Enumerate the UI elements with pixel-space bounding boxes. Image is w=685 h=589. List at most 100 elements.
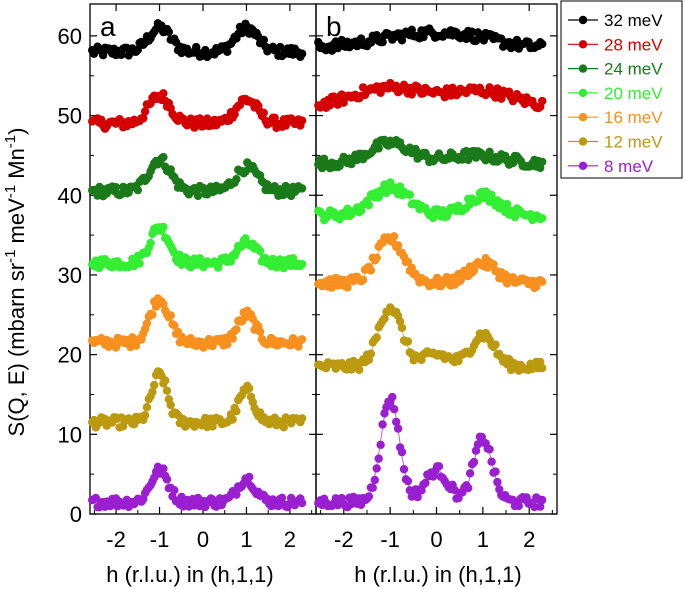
data-point bbox=[403, 337, 413, 346]
legend-label: 12 meV bbox=[604, 133, 663, 152]
data-point bbox=[378, 420, 387, 429]
x-tick-label: 2 bbox=[284, 527, 296, 552]
data-point bbox=[297, 414, 307, 423]
data-point bbox=[491, 467, 500, 476]
data-point bbox=[390, 405, 399, 414]
legend-marker bbox=[578, 137, 588, 146]
data-point bbox=[378, 37, 387, 47]
data-point bbox=[356, 34, 366, 43]
legend-marker bbox=[578, 15, 588, 25]
data-point bbox=[372, 464, 381, 473]
y-axis-title-sup3: -1 bbox=[2, 135, 19, 148]
y-axis-title-sup2: -1 bbox=[2, 185, 19, 198]
data-point bbox=[150, 380, 159, 390]
y-tick-label: 0 bbox=[70, 502, 82, 527]
data-point bbox=[403, 257, 413, 266]
data-point bbox=[133, 185, 142, 195]
legend-marker bbox=[578, 88, 588, 98]
legend-marker bbox=[578, 113, 588, 122]
data-point bbox=[536, 502, 545, 511]
data-point bbox=[297, 49, 307, 58]
data-point bbox=[297, 259, 307, 269]
data-point bbox=[390, 232, 399, 241]
data-point bbox=[162, 475, 172, 484]
data-point bbox=[464, 483, 473, 493]
legend-label: 24 meV bbox=[604, 60, 663, 79]
x-tick-label: 1 bbox=[240, 527, 252, 552]
data-point bbox=[339, 275, 348, 285]
data-point bbox=[259, 35, 268, 45]
data-point bbox=[538, 214, 547, 223]
series-32-meV bbox=[314, 24, 547, 55]
data-point bbox=[469, 457, 479, 467]
data-point bbox=[397, 447, 407, 457]
data-point bbox=[395, 317, 405, 326]
legend-label: 20 meV bbox=[604, 84, 663, 103]
series-16-meV bbox=[88, 294, 307, 352]
data-point bbox=[159, 152, 168, 162]
data-point bbox=[469, 266, 479, 275]
data-point bbox=[297, 116, 307, 125]
y-tick-label: 20 bbox=[58, 343, 82, 368]
legend-label: 16 meV bbox=[604, 108, 663, 127]
panel-label: a bbox=[100, 11, 116, 42]
data-point bbox=[393, 241, 403, 250]
data-point bbox=[142, 403, 152, 412]
series-20-meV bbox=[314, 178, 547, 225]
series-16-meV bbox=[314, 232, 547, 293]
data-point bbox=[170, 486, 179, 495]
data-point bbox=[421, 478, 430, 488]
data-point bbox=[255, 246, 265, 256]
data-point bbox=[370, 475, 379, 485]
data-point bbox=[403, 476, 413, 486]
data-point bbox=[407, 263, 416, 272]
data-point bbox=[386, 178, 395, 187]
data-point bbox=[374, 144, 383, 153]
data-point bbox=[366, 266, 376, 275]
data-point bbox=[465, 469, 475, 478]
data-point bbox=[489, 260, 498, 269]
data-point bbox=[140, 107, 150, 116]
data-point bbox=[487, 457, 496, 466]
data-point bbox=[368, 483, 377, 492]
data-point bbox=[133, 45, 142, 55]
legend-label: 28 meV bbox=[604, 35, 663, 54]
data-point bbox=[413, 492, 422, 502]
data-point bbox=[228, 334, 237, 343]
data-point bbox=[538, 277, 547, 286]
data-point bbox=[146, 238, 155, 248]
data-point bbox=[372, 333, 381, 342]
data-point bbox=[487, 190, 496, 200]
y-tick-label: 10 bbox=[58, 422, 82, 447]
data-point bbox=[434, 462, 444, 471]
data-point bbox=[405, 190, 414, 199]
data-point bbox=[279, 423, 288, 432]
data-point bbox=[366, 349, 376, 358]
x-tick-label: 0 bbox=[197, 527, 209, 552]
data-point bbox=[170, 321, 179, 330]
data-point bbox=[407, 25, 416, 34]
series-8-meV bbox=[314, 392, 547, 512]
x-tick-label: -2 bbox=[106, 527, 126, 552]
legend-marker bbox=[578, 64, 588, 73]
data-point bbox=[538, 157, 547, 166]
data-point bbox=[376, 88, 385, 98]
y-tick-label: 50 bbox=[58, 104, 82, 129]
x-tick-label: 2 bbox=[523, 527, 535, 552]
y-tick-label: 30 bbox=[58, 263, 82, 288]
data-point bbox=[538, 495, 547, 505]
y-axis-title-sup1: -1 bbox=[2, 250, 19, 263]
data-point bbox=[111, 183, 121, 192]
legend-label: 32 meV bbox=[604, 11, 663, 30]
data-point bbox=[355, 365, 364, 374]
y-tick-label: 60 bbox=[58, 24, 82, 49]
y-axis-title-main: S(Q, E) (mbarn sr bbox=[4, 263, 29, 437]
data-point bbox=[297, 184, 307, 193]
y-tick-label: 40 bbox=[58, 183, 82, 208]
y-axis-title-end: Mn bbox=[4, 148, 29, 185]
data-point bbox=[429, 213, 438, 223]
data-point bbox=[297, 498, 307, 508]
series-20-meV bbox=[88, 222, 307, 273]
